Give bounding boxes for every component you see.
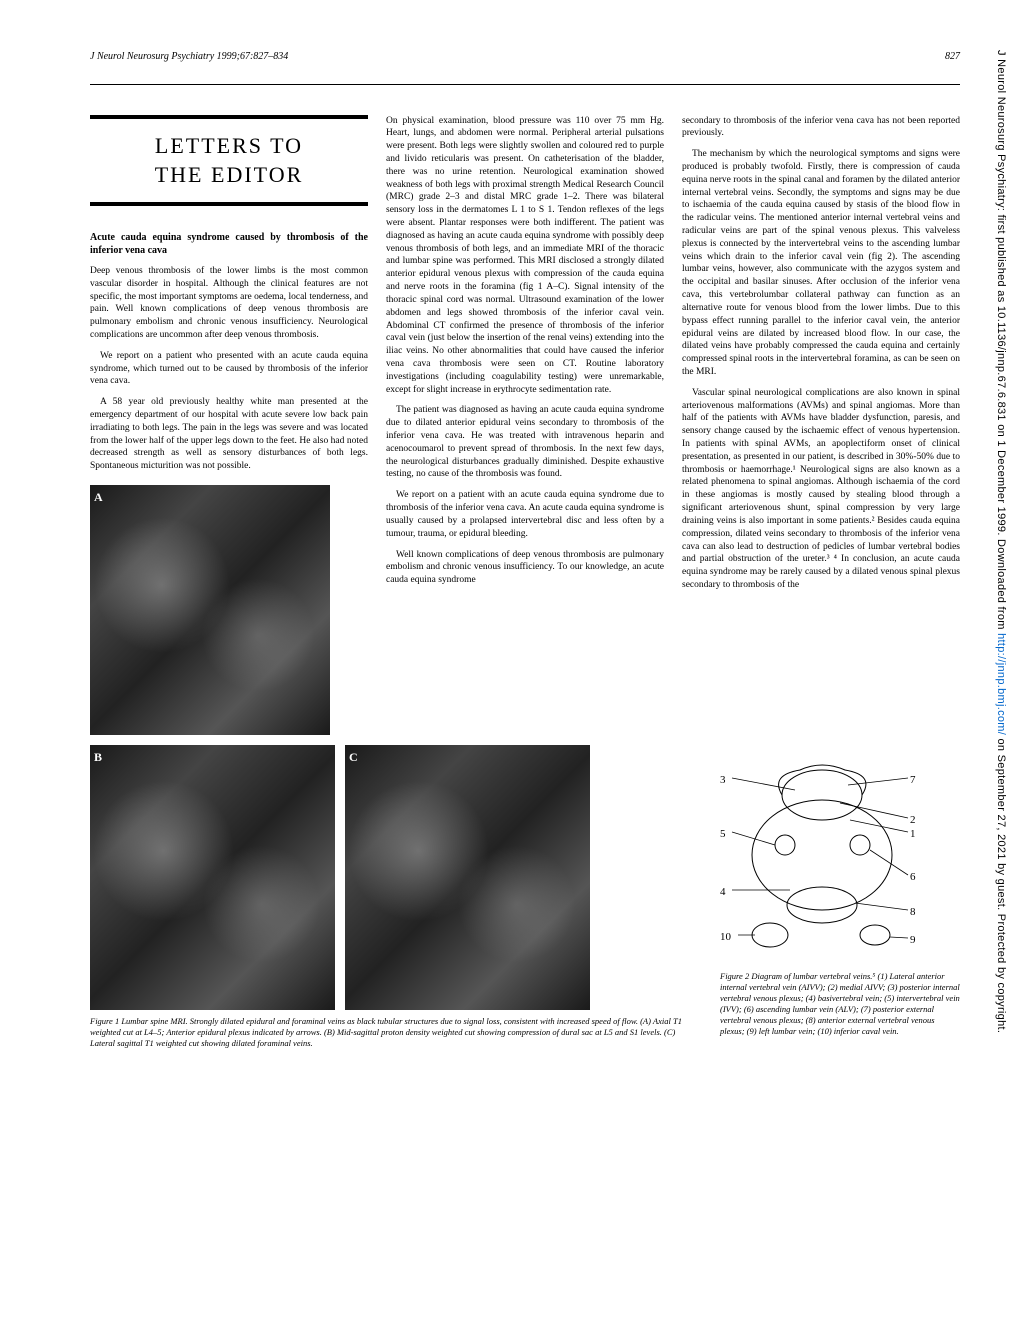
sidebar-text-after: on September 27, 2021 by guest. Protecte… — [995, 735, 1007, 1033]
figure-2-caption: Figure 2 Diagram of lumbar vertebral vei… — [720, 971, 960, 1037]
diagram-label-5: 5 — [720, 827, 726, 842]
column-3: secondary to thrombosis of the inferior … — [682, 115, 960, 736]
diagram-label-8: 8 — [910, 905, 916, 920]
diagram-label-3: 3 — [720, 773, 726, 788]
col3-p3: Vascular spinal neurological complicatio… — [682, 387, 960, 592]
main-content: LETTERS TO THE EDITOR Acute cauda equina… — [90, 115, 960, 736]
diagram-label-4: 4 — [720, 885, 726, 900]
col1-p2: We report on a patient who presented wit… — [90, 350, 368, 388]
figure-1-caption: Figure 1 Lumbar spine MRI. Strongly dila… — [90, 1016, 700, 1049]
col3-p1: secondary to thrombosis of the inferior … — [682, 115, 960, 141]
journal-citation: J Neurol Neurosurg Psychiatry 1999;67:82… — [90, 50, 288, 64]
col3-p2: The mechanism by which the neurological … — [682, 148, 960, 379]
fig-label-c: C — [349, 749, 358, 765]
diagram-label-1: 1 — [910, 827, 916, 842]
fig-label-a: A — [94, 489, 103, 505]
col2-p2: The patient was diagnosed as having an a… — [386, 404, 664, 481]
diagram-label-6: 6 — [910, 870, 916, 885]
column-2: On physical examination, blood pressure … — [386, 115, 664, 736]
article-title: Acute cauda equina syndrome caused by th… — [90, 231, 368, 257]
column-1: LETTERS TO THE EDITOR Acute cauda equina… — [90, 115, 368, 736]
figure-2-diagram: 3 5 4 10 7 21 6 8 9 — [720, 745, 925, 965]
section-title-box: LETTERS TO THE EDITOR — [90, 115, 368, 206]
figure-1a-image: A — [90, 485, 330, 735]
diagram-label-9: 9 — [910, 933, 916, 948]
col1-p1: Deep venous thrombosis of the lower limb… — [90, 265, 368, 342]
copyright-sidebar: J Neurol Neurosurg Psychiatry: first pub… — [986, 50, 1008, 1270]
section-title-line1: LETTERS TO — [90, 131, 368, 161]
page-header: J Neurol Neurosurg Psychiatry 1999;67:82… — [90, 50, 960, 64]
fig-label-b: B — [94, 749, 102, 765]
sidebar-text-before: J Neurol Neurosurg Psychiatry: first pub… — [995, 50, 1007, 633]
col1-p3: A 58 year old previously healthy white m… — [90, 396, 368, 473]
section-title-line2: THE EDITOR — [90, 160, 368, 190]
figure-2-block: 3 5 4 10 7 21 6 8 9 Figure 2 Diagram of lumbar v… — [720, 745, 960, 1037]
diagram-label-2: 2 — [910, 813, 916, 828]
col2-p1: On physical examination, blood pressure … — [386, 115, 664, 397]
col2-p4: Well known complications of deep venous … — [386, 549, 664, 587]
figure-1b-image: B — [90, 745, 335, 1010]
figure-1c-image: C — [345, 745, 590, 1010]
bottom-figures: B C Figure 1 Lumbar spine MRI. Strongly … — [90, 745, 960, 1049]
header-divider — [90, 84, 960, 85]
diagram-label-10: 10 — [720, 930, 731, 945]
sidebar-link[interactable]: http://jnnp.bmj.com/ — [995, 633, 1007, 735]
page-number: 827 — [945, 50, 960, 64]
diagram-label-7: 7 — [910, 773, 916, 788]
col2-p3: We report on a patient with an acute cau… — [386, 489, 664, 540]
